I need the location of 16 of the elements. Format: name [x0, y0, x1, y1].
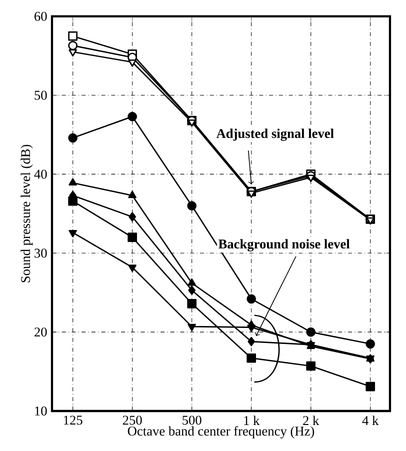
x-tick-label: 1 k [244, 416, 260, 425]
x-axis-title: Octave band center frequency (Hz) [128, 426, 314, 438]
x-tick-label: 125 [64, 416, 82, 425]
y-tick-label: 40 [34, 170, 47, 179]
y-tick-label: 10 [35, 406, 47, 416]
annotation: Adjusted signal level [216, 128, 334, 141]
x-tick-label: 4 k [362, 416, 379, 425]
y-tick-label: 60 [34, 12, 47, 21]
x-tick-label: 2 k [303, 416, 320, 425]
annotation: Background noise level [218, 239, 350, 252]
y-tick-label: 30 [34, 248, 47, 258]
x-tick-label: 250 [122, 416, 142, 425]
y-tick-label: 50 [34, 90, 47, 100]
y-tick-label: 20 [34, 328, 47, 337]
y-axis-title: Sound pressure level (dB) [20, 144, 33, 282]
x-tick-label: 500 [182, 416, 202, 425]
